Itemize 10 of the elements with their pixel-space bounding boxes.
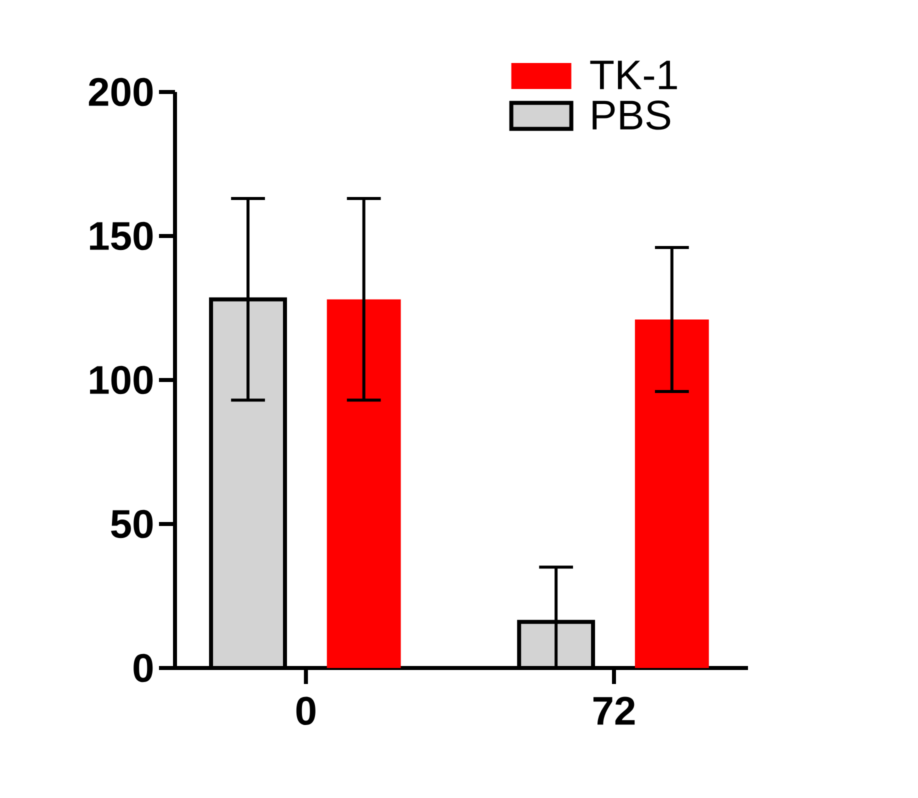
y-tick-label: 200 (88, 78, 153, 106)
legend-label: PBS (592, 100, 670, 130)
bar (326, 299, 401, 668)
bar (634, 320, 709, 668)
y-tick-label: 0 (134, 654, 153, 682)
x-tick-label: 72 (593, 696, 635, 725)
y-tick-label: 50 (111, 510, 153, 538)
legend-label: TK-1 (590, 60, 677, 90)
y-tick-label: 150 (90, 222, 153, 250)
y-tick-label: 100 (90, 366, 153, 394)
